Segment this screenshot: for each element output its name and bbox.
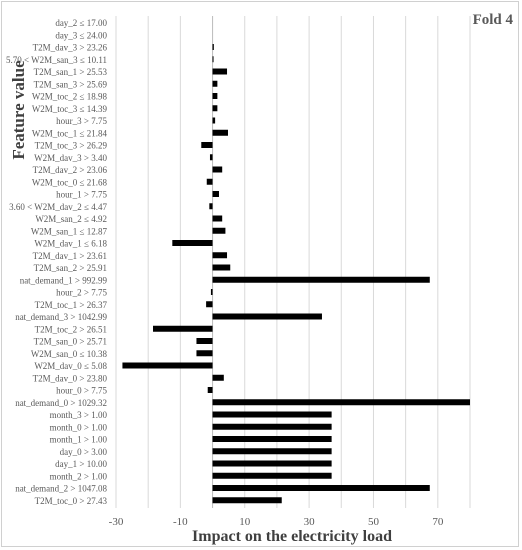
bar <box>212 93 218 99</box>
x-tick-label: 30 <box>304 516 316 528</box>
bar <box>212 313 322 320</box>
y-tick-label: T2M_san_3 > 25.69 <box>34 79 108 89</box>
bar <box>212 44 214 50</box>
y-tick-label: T2M_dav_0 > 23.80 <box>33 373 108 383</box>
bar <box>212 105 218 112</box>
y-tick-label: W2M_dav_1 ≤ 6.18 <box>34 239 107 249</box>
y-tick-label: T2M_toc_0 > 27.43 <box>35 496 108 506</box>
y-tick-label: W2M_toc_2 ≤ 18.98 <box>32 92 108 102</box>
y-tick-label: nat_demand_0 > 1029.32 <box>15 398 107 408</box>
bar <box>212 68 228 75</box>
bar <box>212 166 223 173</box>
bar <box>212 227 226 234</box>
y-tick-label: W2M_dav_3 > 3.40 <box>34 153 107 163</box>
bar <box>212 276 430 283</box>
y-tick-label: day_0 > 3.00 <box>60 447 108 457</box>
y-tick-label: W2M_toc_0 ≤ 21.68 <box>32 177 108 187</box>
y-tick-label: W2M_san_2 ≤ 4.92 <box>35 214 107 224</box>
y-tick-label: hour_2 > 7.75 <box>56 288 107 298</box>
bar <box>212 436 332 442</box>
bar <box>212 399 470 406</box>
bar <box>212 80 218 87</box>
y-tick-label: W2M_toc_1 ≤ 21.84 <box>32 128 108 138</box>
y-tick-label: nat_demand_3 > 1042.99 <box>15 312 107 322</box>
y-tick-label: T2M_toc_3 > 26.29 <box>35 141 108 151</box>
y-axis-label: Feature value <box>9 60 28 160</box>
bar <box>212 472 332 479</box>
y-tick-label: T2M_dav_3 > 23.26 <box>33 43 108 53</box>
y-tick-label: T2M_dav_1 > 23.61 <box>33 251 107 261</box>
bar <box>212 411 332 418</box>
y-tick-label: hour_1 > 7.75 <box>56 190 107 200</box>
y-tick-label: month_2 > 1.00 <box>50 471 108 481</box>
bar <box>212 485 430 491</box>
bar <box>212 264 231 271</box>
bar <box>207 387 213 393</box>
grid <box>115 16 471 508</box>
bar <box>210 289 213 295</box>
x-tick-label: 50 <box>368 516 380 528</box>
bar <box>212 423 332 430</box>
y-tick-label: W2M_dav_0 ≤ 5.08 <box>34 361 107 371</box>
bar <box>212 497 282 504</box>
x-tick-label: 70 <box>432 516 444 528</box>
y-tick-label: day_1 > 10.00 <box>55 459 107 469</box>
bar <box>122 362 213 369</box>
bar <box>196 350 213 357</box>
y-tick-label: T2M_san_0 > 25.71 <box>34 337 107 347</box>
chart-title: Fold 4 <box>473 12 514 28</box>
y-tick-label: T2M_san_2 > 25.91 <box>34 263 107 273</box>
y-tick-label: day_3 ≤ 24.00 <box>55 30 107 40</box>
bar <box>212 448 332 455</box>
x-tick-labels: -30 -10 10 30 50 70 <box>109 516 444 528</box>
y-tick-label: W2M_san_0 ≤ 10.38 <box>31 349 108 359</box>
x-axis-label: Impact on the electricity load <box>192 528 392 545</box>
x-tick-label: -10 <box>173 516 188 528</box>
y-tick-labels: day_2 ≤ 17.00 day_3 ≤ 24.00 T2M_dav_3 > 23… <box>6 18 108 506</box>
x-tick-label: 10 <box>239 516 251 528</box>
y-tick-label: W2M_san_1 ≤ 12.87 <box>31 226 108 236</box>
bar <box>172 240 213 246</box>
bar <box>209 154 213 161</box>
bar <box>212 215 223 222</box>
bar <box>206 178 213 185</box>
bar <box>201 142 213 148</box>
y-tick-label: T2M_toc_1 > 26.37 <box>35 300 108 310</box>
y-tick-label: 5.70 < W2M_san_3 ≤ 10.11 <box>6 55 107 65</box>
y-tick-label: month_1 > 1.00 <box>50 435 108 445</box>
y-tick-label: W2M_toc_3 ≤ 14.39 <box>32 104 108 114</box>
y-tick-label: T2M_dav_2 > 23.06 <box>33 165 108 175</box>
y-tick-label: month_0 > 1.00 <box>50 422 108 432</box>
bar <box>212 117 216 124</box>
bar <box>212 460 332 467</box>
y-tick-label: T2M_toc_2 > 26.51 <box>35 324 107 334</box>
y-tick-label: 3.60 < W2M_dav_2 ≤ 4.47 <box>9 202 107 212</box>
bar <box>206 301 213 308</box>
bar <box>212 191 219 197</box>
bar <box>196 338 213 344</box>
y-tick-label: hour_0 > 7.75 <box>56 386 107 396</box>
bar <box>212 56 214 63</box>
bar <box>212 129 228 136</box>
bars <box>122 44 470 504</box>
bar <box>212 374 224 381</box>
bar <box>209 203 213 210</box>
y-tick-label: T2M_san_1 > 25.53 <box>34 67 108 77</box>
y-tick-label: day_2 ≤ 17.00 <box>55 18 107 28</box>
y-tick-label: nat_demand_1 > 992.99 <box>20 275 108 285</box>
bar <box>212 252 228 259</box>
y-tick-label: month_3 > 1.00 <box>50 410 108 420</box>
x-tick-label: -30 <box>109 516 124 528</box>
y-tick-label: nat_demand_2 > 1047.08 <box>15 484 107 494</box>
bar <box>153 325 213 332</box>
y-tick-label: hour_3 > 7.75 <box>56 116 107 126</box>
